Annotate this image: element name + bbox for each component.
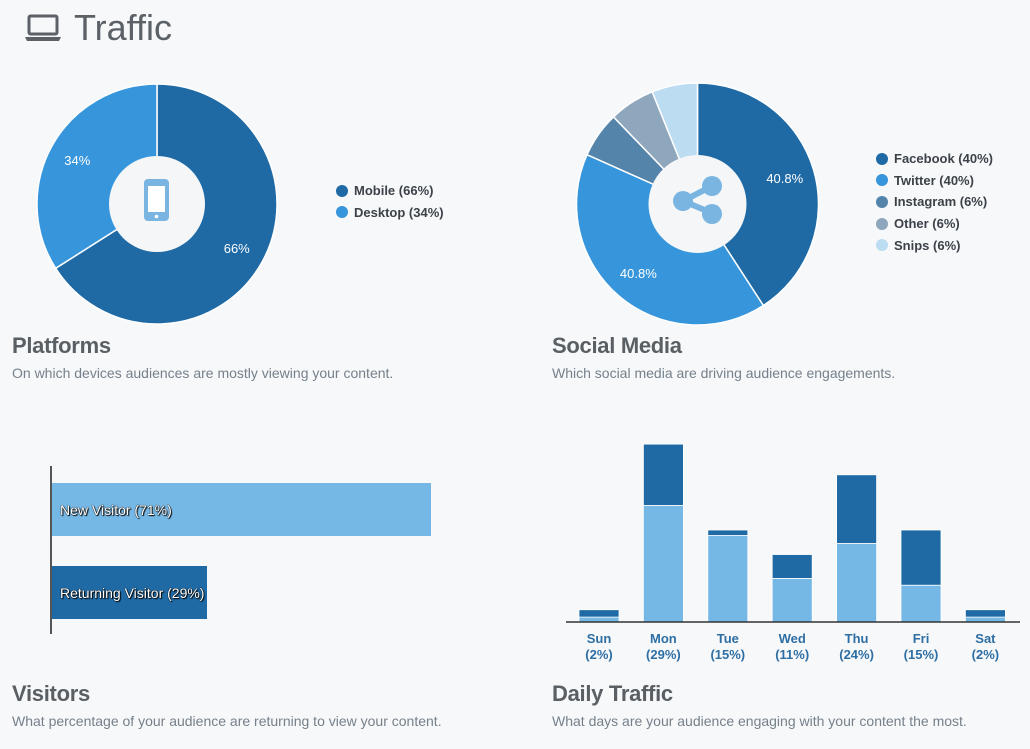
legend-swatch: [876, 217, 888, 230]
platforms-subtitle: On which devices audiences are mostly vi…: [12, 365, 394, 381]
daily-bar-thu-segment-2[interactable]: [836, 474, 878, 544]
visitors-bar-chart: New Visitor (71%) Returning Visitor (29%): [50, 466, 530, 636]
legend-label: Facebook (40%): [894, 151, 993, 167]
social-slice-label-twitter: 40.8%: [620, 266, 657, 281]
share-icon: [673, 176, 722, 224]
daily-x-sublabel: (29%): [646, 647, 681, 662]
legend-label: Mobile (66%): [354, 183, 434, 199]
legend-swatch: [336, 206, 348, 219]
daily-x-label: Mon: [650, 631, 677, 646]
legend-swatch: [876, 174, 888, 187]
legend-item-facebook[interactable]: Facebook (40%): [876, 148, 993, 170]
daily-bar-thu-segment-1[interactable]: [836, 543, 878, 623]
daily-bar-wed-segment-1[interactable]: [771, 578, 813, 623]
daily-x-label: Wed: [779, 631, 806, 646]
daily-traffic-subtitle: What days are your audience engaging wit…: [552, 713, 967, 729]
legend-item-twitter[interactable]: Twitter (40%): [876, 170, 993, 192]
legend-label: Other (6%): [894, 216, 960, 232]
visitors-bar-returning[interactable]: [52, 566, 207, 619]
social-media-donut-chart: 40.8% 40.8%: [575, 82, 820, 326]
daily-x-label: Thu: [845, 631, 869, 646]
platforms-title: Platforms: [12, 333, 111, 358]
daily-x-sublabel: (2%): [585, 647, 612, 662]
legend-label: Instagram (6%): [894, 194, 988, 210]
visitors-y-axis: [50, 466, 52, 634]
legend-label: Snips (6%): [894, 237, 961, 253]
daily-x-label: Sun: [587, 631, 612, 646]
legend-swatch: [876, 152, 888, 165]
legend-swatch: [876, 239, 888, 252]
daily-x-sublabel: (2%): [972, 647, 999, 662]
platforms-slice-label-desktop: 34%: [64, 153, 90, 168]
platforms-donut-chart: 66% 34%: [36, 83, 278, 325]
legend-item-snips[interactable]: Snips (6%): [876, 234, 993, 256]
daily-x-sublabel: (24%): [839, 647, 874, 662]
legend-item-desktop[interactable]: Desktop (34%): [336, 202, 444, 224]
social-slice-label-facebook: 40.8%: [766, 171, 803, 186]
daily-x-label: Sat: [975, 631, 996, 646]
daily-x-sublabel: (15%): [904, 647, 939, 662]
daily-bar-sat-segment-2[interactable]: [964, 609, 1006, 618]
daily-x-sublabel: (15%): [710, 647, 745, 662]
daily-bar-tue-segment-2[interactable]: [707, 529, 749, 536]
legend-label: Desktop (34%): [354, 204, 444, 220]
daily-bar-wed-segment-2[interactable]: [771, 554, 813, 579]
legend-swatch: [876, 195, 888, 208]
social-media-legend: Facebook (40%) Twitter (40%) Instagram (6%…: [876, 148, 993, 256]
social-media-title: Social Media: [552, 333, 682, 358]
daily-x-label: Fri: [913, 631, 930, 646]
social-media-subtitle: Which social media are driving audience …: [552, 365, 896, 381]
visitors-bar-label: New Visitor (71%): [60, 501, 172, 518]
laptop-icon: [25, 14, 61, 41]
daily-bar-mon-segment-2[interactable]: [643, 443, 684, 506]
daily-bar-fri-segment-2[interactable]: [900, 529, 942, 586]
legend-item-mobile[interactable]: Mobile (66%): [336, 180, 444, 202]
daily-bar-fri-segment-1[interactable]: [900, 584, 942, 623]
legend-swatch: [336, 184, 348, 197]
visitors-subtitle: What percentage of your audience are ret…: [12, 713, 442, 729]
legend-item-other[interactable]: Other (6%): [876, 213, 993, 235]
legend-label: Twitter (40%): [894, 172, 974, 188]
visitors-bar-label: Returning Visitor (29%): [60, 584, 205, 601]
legend-item-instagram[interactable]: Instagram (6%): [876, 191, 993, 213]
daily-x-sublabel: (11%): [775, 647, 809, 662]
platforms-legend: Mobile (66%) Desktop (34%): [336, 180, 444, 223]
visitors-bar-new[interactable]: [52, 483, 432, 536]
page-title-text: Traffic: [74, 7, 173, 48]
daily-traffic-bar-chart: Sun(2%)Mon(29%)Tue(15%)Wed(11%)Thu(24%)F…: [566, 443, 1020, 662]
daily-bar-mon-segment-1[interactable]: [643, 505, 684, 623]
page-title: Traffic: [24, 6, 172, 50]
daily-bar-tue-segment-1[interactable]: [707, 535, 749, 623]
daily-traffic-title: Daily Traffic: [552, 681, 673, 706]
mobile-phone-icon: [144, 179, 169, 221]
visitors-title: Visitors: [12, 681, 90, 706]
platforms-slice-label-mobile: 66%: [224, 241, 250, 256]
daily-x-label: Tue: [717, 631, 739, 646]
daily-bar-sun-segment-2[interactable]: [578, 609, 620, 618]
